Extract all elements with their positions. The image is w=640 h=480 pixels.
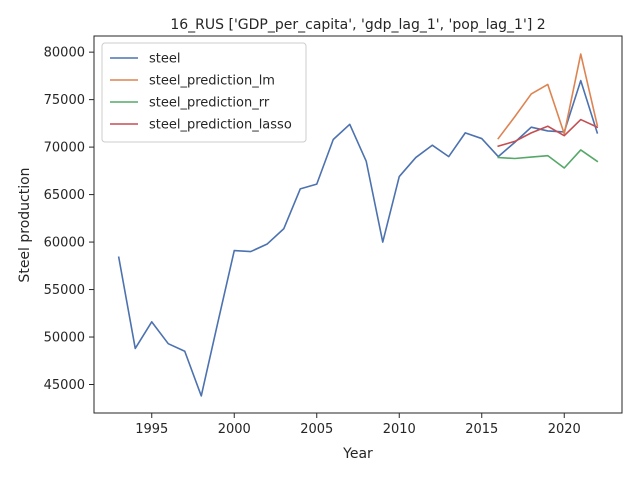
x-axis: 1995 2000 2005 2010 2015 2020 — [135, 413, 581, 437]
y-tick-label: 55000 — [44, 283, 85, 298]
x-tick-label: 2010 — [383, 422, 416, 437]
y-tick-label: 70000 — [44, 141, 85, 156]
series-line-steel_prediction_lasso — [497, 118, 599, 148]
series-lines — [117, 53, 599, 397]
legend-label: steel_prediction_rr — [149, 96, 270, 111]
y-tick-label: 80000 — [44, 46, 85, 61]
legend-label: steel_prediction_lm — [149, 74, 275, 89]
y-axis-label: Steel production — [17, 167, 33, 282]
y-tick-label: 75000 — [44, 93, 85, 108]
x-tick-label: 2015 — [465, 422, 498, 437]
series-line-steel_prediction_lm — [497, 53, 599, 140]
x-axis-label: Year — [342, 446, 373, 462]
legend-label: steel_prediction_lasso — [149, 118, 292, 133]
y-tick-label: 50000 — [44, 331, 85, 346]
x-tick-label: 2020 — [548, 422, 581, 437]
series-line-steel_prediction_rr — [497, 149, 599, 169]
legend: steel steel_prediction_lm steel_prediction… — [101, 42, 307, 143]
y-tick-label: 45000 — [44, 378, 85, 393]
legend-box — [101, 42, 307, 143]
y-tick-label: 65000 — [44, 188, 85, 203]
x-tick-label: 2000 — [218, 422, 251, 437]
legend-label: steel — [149, 52, 180, 67]
x-tick-label: 1995 — [135, 422, 168, 437]
chart-title: 16_RUS ['GDP_per_capita', 'gdp_lag_1', '… — [170, 17, 545, 33]
x-tick-label: 2005 — [300, 422, 333, 437]
y-axis: 45000 50000 55000 60000 65000 70000 75000 80000 — [44, 46, 94, 393]
y-tick-label: 60000 — [44, 236, 85, 251]
